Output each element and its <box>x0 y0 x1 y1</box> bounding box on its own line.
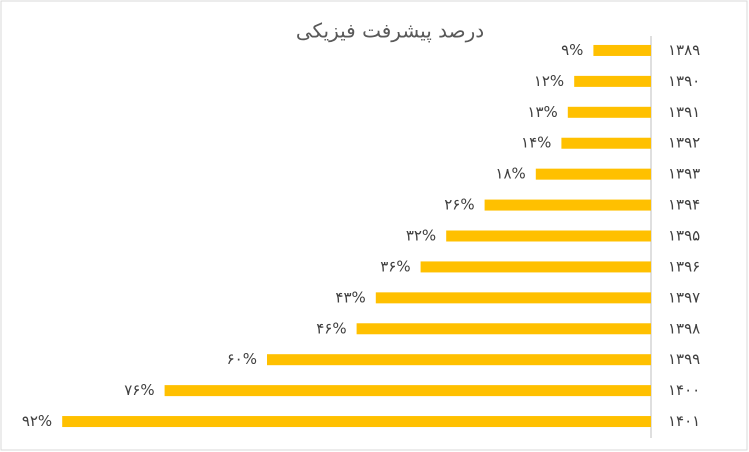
bar <box>535 168 651 180</box>
y-tick-label: ۱۳۹۳ <box>668 165 700 183</box>
bar <box>356 323 651 335</box>
bar <box>574 75 651 87</box>
y-tick-label: ۱۳۹۱ <box>668 103 700 121</box>
y-tick-label: ۱۳۹۰ <box>668 72 700 90</box>
chart-title: درصد پیشرفت فیزیکی <box>296 19 484 44</box>
bar <box>484 199 651 211</box>
y-tick-label: ۱۳۹۷ <box>668 288 700 306</box>
value-label: ۶۰% <box>227 350 257 368</box>
value-label: ۱۳% <box>527 103 557 121</box>
bar <box>164 385 651 397</box>
y-tick-label: ۱۳۸۹ <box>668 41 700 59</box>
bar <box>567 106 651 118</box>
value-label: ۹۲% <box>22 412 52 430</box>
value-label: ۳۲% <box>406 227 436 245</box>
bar <box>561 137 651 149</box>
y-tick-label: ۱۳۹۵ <box>668 227 700 245</box>
y-tick-label: ۱۴۰۱ <box>668 412 700 430</box>
y-tick-label: ۱۳۹۴ <box>668 196 700 214</box>
value-label: ۹% <box>561 41 583 59</box>
value-label: ۳۶% <box>380 257 410 275</box>
y-tick-label: ۱۳۹۹ <box>668 350 700 368</box>
bar <box>62 416 651 428</box>
value-label: ۱۸% <box>495 165 525 183</box>
value-label: ۷۶% <box>124 381 154 399</box>
value-label: ۱۲% <box>534 72 564 90</box>
value-label: ۲۶% <box>444 196 474 214</box>
bar <box>446 230 651 242</box>
y-tick-label: ۱۳۹۶ <box>668 257 700 275</box>
bar <box>593 44 651 56</box>
value-label: ۴۶% <box>316 319 346 337</box>
y-tick-label: ۱۳۹۸ <box>668 319 700 337</box>
bar <box>420 261 651 273</box>
y-tick-label: ۱۴۰۰ <box>668 381 700 399</box>
value-label: ۱۴% <box>521 134 551 152</box>
value-label: ۴۳% <box>335 288 365 306</box>
bar <box>375 292 651 304</box>
y-tick-label: ۱۳۹۲ <box>668 134 700 152</box>
bar <box>267 354 651 366</box>
